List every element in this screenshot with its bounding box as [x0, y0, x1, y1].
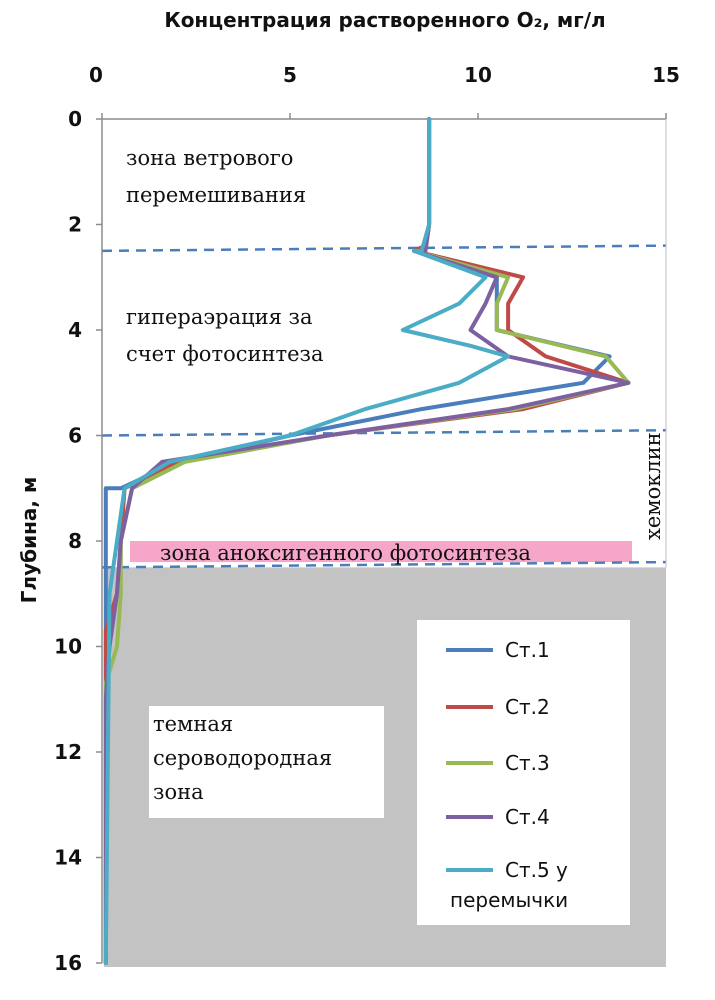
chart-title: Концентрация растворенного O₂, мг/л: [164, 8, 605, 32]
zone-wind-line2: перемешивания: [126, 183, 306, 207]
dashed-boundary-1: [101, 428, 667, 437]
y-tick-label: 10: [54, 635, 82, 659]
zone-anoxy-label: зона аноксигенного фотосинтеза: [160, 541, 531, 565]
legend: Ст.1 Ст.2 Ст.3 Ст.4 Ст.5 у перемычки: [446, 638, 568, 912]
y-tick-label: 12: [54, 740, 82, 764]
zone-boundaries: [101, 244, 667, 569]
y-tick-label: 8: [68, 529, 82, 553]
y-tick-label: 4: [68, 318, 82, 342]
zone-wind-line1: зона ветрового: [126, 146, 293, 170]
zone-dark-line1: темная: [153, 712, 233, 736]
x-tick-label: 0: [89, 63, 103, 87]
x-tick-label: 15: [652, 63, 680, 87]
zone-hyper-line2: счет фотосинтеза: [126, 342, 323, 366]
legend-label-3: Ст.3: [505, 751, 550, 775]
legend-box: [417, 620, 630, 925]
y-tick-label: 16: [54, 951, 82, 975]
x-tick-label: 5: [283, 63, 297, 87]
chemocline-label: хемоклин: [641, 432, 665, 540]
dashed-boundary-2: [101, 560, 667, 569]
anoxy-band: [130, 541, 632, 563]
legend-label-2: Ст.2: [505, 695, 550, 719]
dark-zone-label-box: [149, 706, 384, 818]
legend-label-5-line2: перемычки: [450, 888, 568, 912]
y-tick-label: 6: [68, 424, 82, 448]
zone-dark-line2: сероводородная: [153, 746, 332, 770]
axes: 0 5 10 15 0 2 4 6 8 10 12 14 16: [54, 63, 680, 975]
zone-dark-line3: зона: [153, 780, 204, 804]
y-tick-label: 0: [68, 107, 82, 131]
y-tick-label: 2: [68, 213, 82, 237]
series-group: [103, 117, 631, 965]
series-line-5: [103, 117, 511, 965]
legend-label-4: Ст.4: [505, 805, 550, 829]
y-tick-label: 14: [54, 846, 82, 870]
zone-hyper-line1: гипераэрация за: [126, 305, 313, 329]
x-tick-label: 10: [464, 63, 492, 87]
legend-label-5-line1: Ст.5 у: [505, 858, 568, 882]
y-axis-label: Глубина, м: [17, 477, 41, 604]
dashed-boundary-0: [101, 244, 667, 253]
legend-label-1: Ст.1: [505, 638, 550, 662]
